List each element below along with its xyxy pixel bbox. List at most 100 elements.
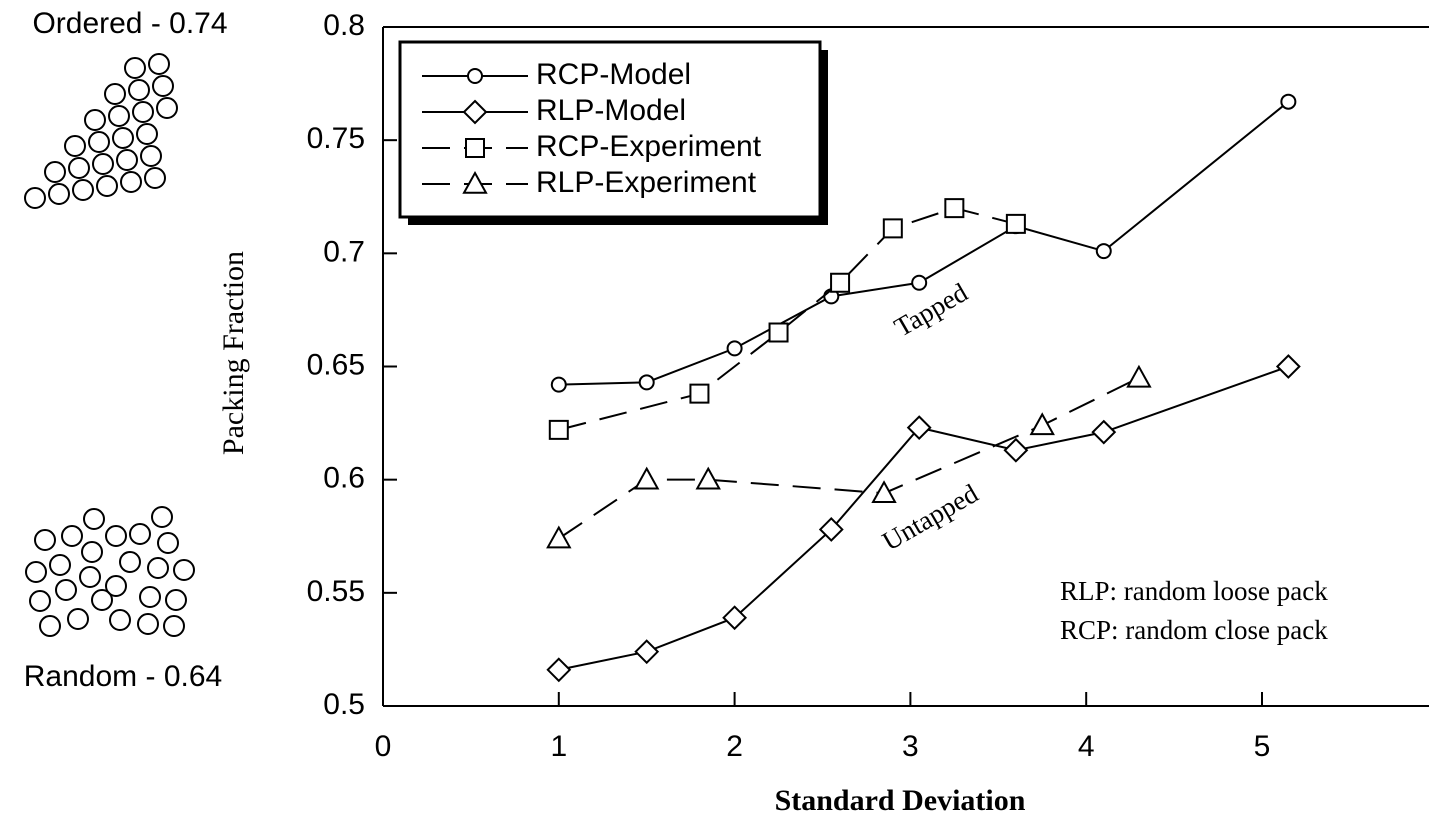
y-tick-label: 0.5 xyxy=(323,688,365,721)
marker xyxy=(1126,364,1152,388)
packing-circle xyxy=(39,615,61,637)
marker xyxy=(1005,213,1026,234)
series-line xyxy=(558,376,1140,540)
packing-circle xyxy=(165,589,187,611)
packing-circle xyxy=(92,153,114,175)
packing-circle xyxy=(112,127,134,149)
marker xyxy=(882,218,903,239)
y-tick-label: 0.6 xyxy=(323,462,365,495)
marker xyxy=(689,383,710,404)
packing-circle xyxy=(83,508,105,530)
side-label: Random - 0.64 xyxy=(24,660,222,693)
packing-circle xyxy=(64,135,86,157)
x-tick-label: 4 xyxy=(1078,730,1095,763)
series-line xyxy=(558,100,1289,386)
marker xyxy=(911,274,928,291)
marker xyxy=(638,374,655,391)
packing-circle xyxy=(132,101,154,123)
annotation: RCP: random close pack xyxy=(1060,615,1328,645)
series-line xyxy=(558,365,1289,671)
y-tick-label: 0.55 xyxy=(307,575,365,608)
packing-circle xyxy=(156,97,178,119)
packing-circle xyxy=(147,557,169,579)
marker xyxy=(726,340,743,357)
packing-circle xyxy=(157,532,179,554)
packing-circle xyxy=(151,506,173,528)
packing-circle xyxy=(119,551,141,573)
packing-circle xyxy=(61,525,83,547)
packing-circle xyxy=(129,523,151,545)
packing-circle xyxy=(48,183,70,205)
legend-label: RCP-Model xyxy=(536,58,691,91)
y-tick-label: 0.75 xyxy=(307,122,365,155)
packing-circle xyxy=(108,105,130,127)
legend-label: RCP-Experiment xyxy=(536,130,762,163)
y-tick-label: 0.7 xyxy=(323,235,365,268)
y-axis-label: Packing Fraction xyxy=(217,251,250,455)
packing-circle xyxy=(105,575,127,597)
packing-circle xyxy=(96,175,118,197)
packing-circle xyxy=(173,559,195,581)
marker xyxy=(1095,243,1112,260)
x-tick-label: 5 xyxy=(1254,730,1271,763)
marker xyxy=(462,99,488,125)
marker xyxy=(634,639,660,665)
marker xyxy=(871,480,897,504)
packing-circle xyxy=(139,586,161,608)
packing-circle xyxy=(44,161,66,183)
packing-circle xyxy=(67,608,89,630)
x-axis-label: Standard Deviation xyxy=(775,784,1026,817)
marker xyxy=(465,138,485,158)
packing-circle xyxy=(79,566,101,588)
marker xyxy=(1280,93,1297,110)
marker xyxy=(548,419,569,440)
marker xyxy=(1275,354,1301,379)
packing-illustrations xyxy=(24,53,195,637)
marker xyxy=(818,517,844,542)
packing-circle xyxy=(84,109,106,131)
packing-circle xyxy=(124,57,146,79)
packing-circle xyxy=(34,529,56,551)
legend-label: RLP-Experiment xyxy=(536,166,757,199)
legend-label: RLP-Model xyxy=(536,94,686,127)
marker xyxy=(1003,437,1029,463)
marker xyxy=(546,657,572,683)
x-tick-label: 0 xyxy=(375,730,392,763)
marker xyxy=(906,415,932,441)
packing-circle xyxy=(88,131,110,153)
packing-circle xyxy=(25,561,47,583)
packing-circle xyxy=(152,75,174,97)
packing-circle xyxy=(116,149,138,171)
packing-circle xyxy=(120,171,142,193)
marker xyxy=(1091,419,1117,445)
packing-circle xyxy=(140,145,162,167)
marker xyxy=(633,466,660,490)
packing-circle xyxy=(109,609,131,631)
packing-circle xyxy=(144,167,166,189)
packing-circle xyxy=(105,525,127,547)
packing-circle xyxy=(55,579,77,601)
marker xyxy=(546,525,572,549)
packing-circle xyxy=(163,615,185,637)
marker xyxy=(722,605,748,631)
marker xyxy=(462,170,488,194)
marker xyxy=(944,198,965,219)
packing-circle xyxy=(137,613,159,635)
packing-circle xyxy=(148,53,170,75)
packing-circle xyxy=(68,157,90,179)
x-tick-label: 1 xyxy=(550,730,567,763)
packing-circle xyxy=(136,123,158,145)
y-tick-label: 0.65 xyxy=(307,348,365,381)
marker xyxy=(467,68,483,84)
marker xyxy=(550,376,567,393)
packing-circle xyxy=(29,590,51,612)
packing-circle xyxy=(128,79,150,101)
side-label: Ordered - 0.74 xyxy=(32,7,227,40)
packing-circle xyxy=(72,179,94,201)
packing-circle xyxy=(91,589,113,611)
x-tick-label: 2 xyxy=(726,730,743,763)
marker xyxy=(830,272,851,293)
marker xyxy=(768,322,789,343)
